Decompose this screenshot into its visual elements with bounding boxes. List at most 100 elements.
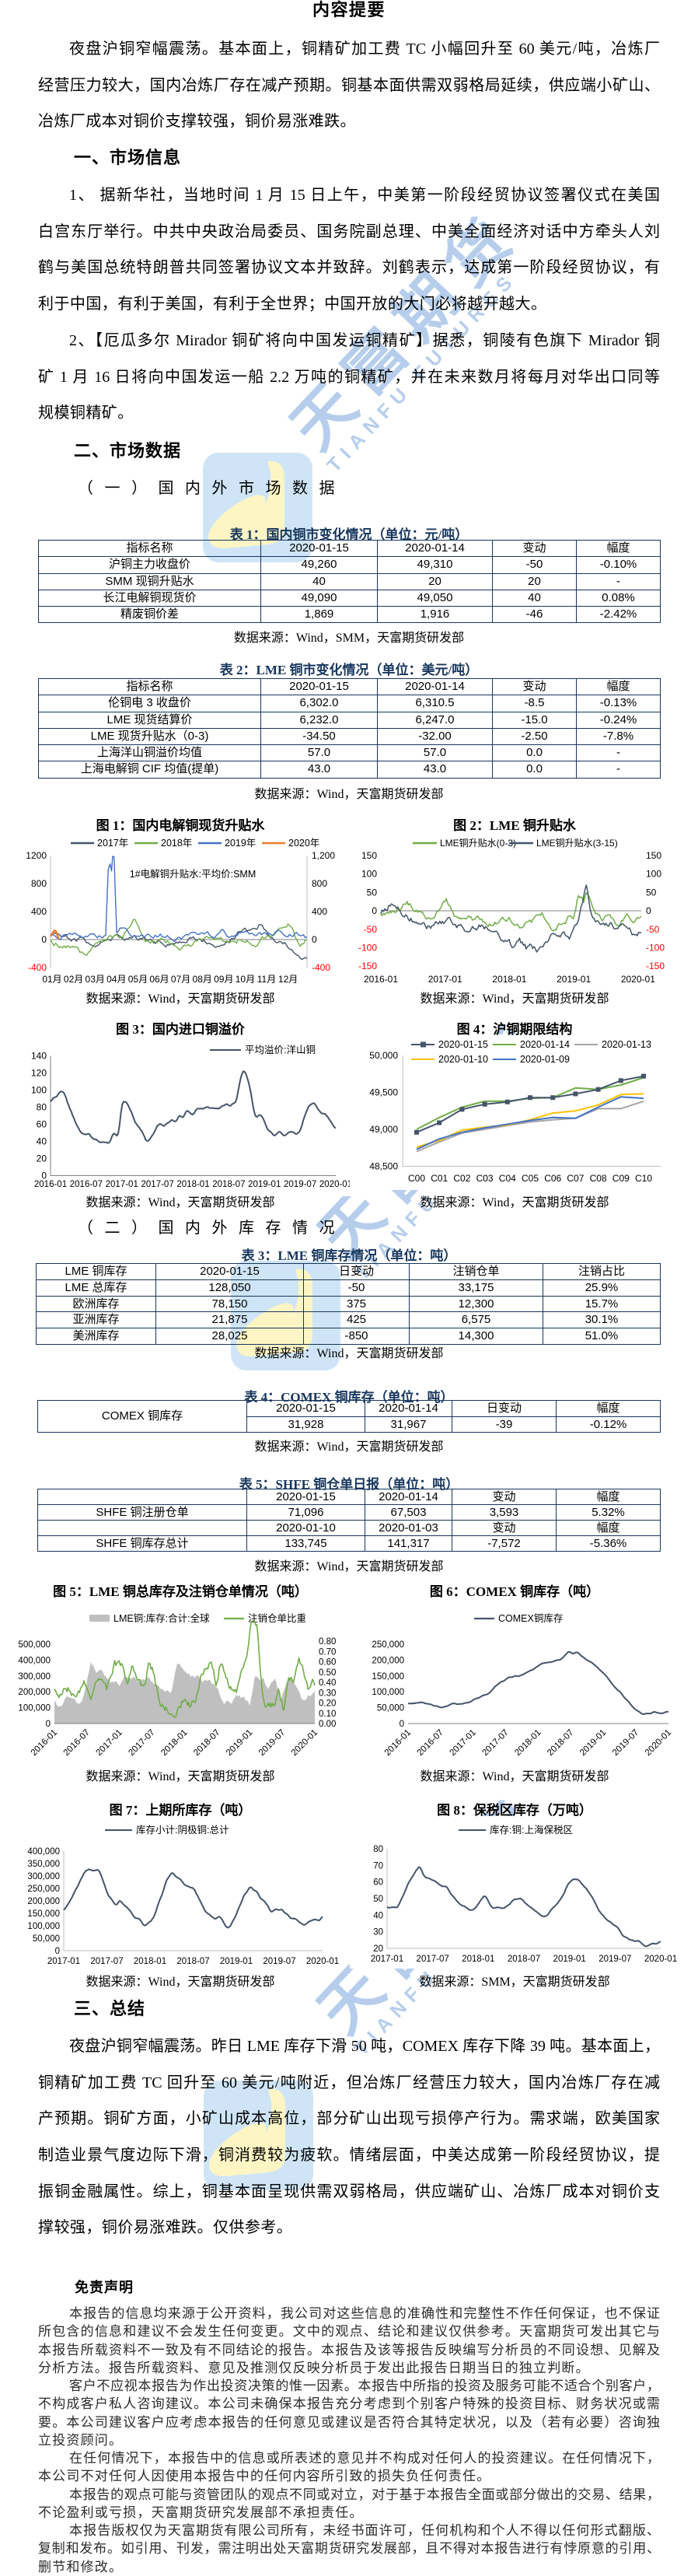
svg-text:50,000: 50,000 [33, 1934, 60, 1944]
svg-text:500,000: 500,000 [18, 1640, 51, 1650]
svg-text:150,000: 150,000 [372, 1672, 404, 1682]
svg-text:C06: C06 [544, 1173, 561, 1184]
svg-text:2017-07: 2017-07 [417, 1955, 449, 1964]
svg-text:0: 0 [646, 905, 651, 916]
svg-text:0: 0 [55, 1947, 60, 1956]
svg-text:300,000: 300,000 [18, 1672, 51, 1682]
svg-text:12月: 12月 [278, 974, 298, 985]
svg-text:06月: 06月 [149, 974, 169, 985]
svg-text:C10: C10 [635, 1173, 652, 1184]
svg-text:11月: 11月 [257, 974, 276, 985]
svg-text:2017-07: 2017-07 [141, 1180, 174, 1189]
svg-text:50: 50 [367, 887, 378, 898]
svg-text:02月: 02月 [64, 974, 83, 985]
svg-text:07月: 07月 [171, 974, 190, 985]
svg-text:100: 100 [361, 869, 377, 880]
svg-text:150: 150 [361, 850, 377, 861]
svg-text:LME铜升贴水(0-3): LME铜升贴水(0-3) [440, 837, 516, 849]
svg-text:2018-01: 2018-01 [462, 1955, 494, 1964]
svg-text:-100: -100 [646, 943, 665, 954]
svg-text:2018年: 2018年 [161, 838, 192, 849]
svg-text:48,500: 48,500 [369, 1161, 398, 1172]
svg-text:2016-01: 2016-01 [364, 974, 398, 985]
svg-text:50,000: 50,000 [377, 1704, 404, 1713]
svg-text:03月: 03月 [86, 974, 105, 985]
svg-text:1200: 1200 [26, 850, 47, 861]
svg-text:80: 80 [37, 1102, 47, 1113]
svg-text:2020-01: 2020-01 [621, 974, 655, 985]
svg-text:30: 30 [373, 1928, 383, 1937]
svg-text:2018-07: 2018-07 [508, 1955, 540, 1964]
svg-text:250,000: 250,000 [372, 1640, 404, 1650]
svg-text:2018-01: 2018-01 [176, 1180, 209, 1189]
svg-text:49,500: 49,500 [369, 1087, 398, 1098]
svg-text:100,000: 100,000 [372, 1688, 404, 1697]
svg-text:0: 0 [41, 934, 47, 945]
svg-text:LME铜升贴水(3-15): LME铜升贴水(3-15) [536, 837, 618, 849]
svg-text:300,000: 300,000 [27, 1872, 60, 1881]
svg-text:2020年: 2020年 [288, 838, 319, 849]
svg-text:0: 0 [46, 1720, 51, 1729]
svg-text:05月: 05月 [128, 974, 148, 985]
svg-text:0: 0 [312, 934, 317, 945]
svg-text:09月: 09月 [214, 974, 233, 985]
svg-text:50: 50 [646, 887, 657, 898]
svg-text:800: 800 [31, 878, 47, 889]
svg-text:200,000: 200,000 [18, 1688, 51, 1697]
svg-text:0.80: 0.80 [319, 1637, 336, 1647]
svg-text:2019-01: 2019-01 [557, 974, 591, 985]
svg-text:-50: -50 [364, 924, 378, 935]
svg-text:60: 60 [373, 1878, 383, 1888]
svg-text:2018-07: 2018-07 [212, 1180, 245, 1189]
svg-text:C05: C05 [522, 1173, 539, 1184]
svg-text:0.20: 0.20 [319, 1699, 336, 1709]
svg-text:2019-07: 2019-07 [284, 1180, 316, 1189]
svg-text:0.50: 0.50 [319, 1668, 336, 1678]
svg-text:2017-01: 2017-01 [428, 974, 462, 985]
svg-text:80: 80 [373, 1845, 383, 1854]
svg-text:50: 50 [373, 1895, 383, 1904]
svg-text:200,000: 200,000 [372, 1656, 404, 1665]
svg-text:2018-01: 2018-01 [134, 1957, 166, 1966]
svg-text:0.60: 0.60 [319, 1658, 336, 1668]
svg-text:2020-01-13: 2020-01-13 [602, 1039, 651, 1050]
svg-text:350,000: 350,000 [27, 1860, 60, 1869]
svg-text:50,000: 50,000 [369, 1050, 398, 1061]
svg-text:LME铜:库存:合计:全球: LME铜:库存:合计:全球 [113, 1612, 210, 1624]
svg-text:1#电解铜升贴水:平均价:SMM: 1#电解铜升贴水:平均价:SMM [130, 868, 257, 880]
svg-text:400,000: 400,000 [27, 1847, 60, 1857]
svg-text:0: 0 [400, 1720, 404, 1729]
svg-text:100,000: 100,000 [18, 1704, 51, 1713]
svg-text:1,200: 1,200 [312, 850, 335, 861]
svg-text:100: 100 [31, 1085, 47, 1096]
svg-text:2020-01-10: 2020-01-10 [438, 1054, 488, 1065]
svg-text:-150: -150 [646, 961, 665, 971]
svg-text:150,000: 150,000 [27, 1909, 60, 1919]
svg-text:C01: C01 [431, 1173, 448, 1184]
svg-text:800: 800 [312, 878, 327, 889]
svg-text:49,000: 49,000 [369, 1124, 398, 1135]
svg-text:-50: -50 [646, 924, 660, 935]
svg-text:2017-01: 2017-01 [106, 1180, 138, 1189]
svg-text:70: 70 [373, 1861, 383, 1871]
svg-text:2016-01: 2016-01 [34, 1180, 67, 1189]
svg-text:40: 40 [37, 1136, 47, 1147]
svg-text:-100: -100 [358, 943, 377, 954]
svg-text:0.30: 0.30 [319, 1689, 336, 1698]
svg-text:08月: 08月 [193, 974, 212, 985]
svg-text:COMEX铜库存: COMEX铜库存 [498, 1612, 563, 1624]
svg-text:2017年: 2017年 [97, 838, 128, 849]
svg-text:2019-01: 2019-01 [553, 1955, 586, 1964]
svg-text:2020-01-14: 2020-01-14 [520, 1039, 570, 1050]
svg-text:0: 0 [372, 905, 377, 916]
svg-text:10月: 10月 [236, 974, 255, 985]
svg-text:400: 400 [31, 906, 47, 917]
svg-text:注销仓单比重: 注销仓单比重 [248, 1612, 306, 1624]
svg-text:2017-01: 2017-01 [47, 1957, 80, 1966]
svg-text:2020-01: 2020-01 [319, 1180, 352, 1189]
svg-text:2020-01: 2020-01 [306, 1957, 339, 1966]
svg-text:库存:铜:上海保税区: 库存:铜:上海保税区 [490, 1824, 573, 1836]
svg-text:2018-01: 2018-01 [492, 974, 526, 985]
svg-text:2016-07: 2016-07 [70, 1180, 103, 1189]
svg-text:C00: C00 [408, 1173, 425, 1184]
